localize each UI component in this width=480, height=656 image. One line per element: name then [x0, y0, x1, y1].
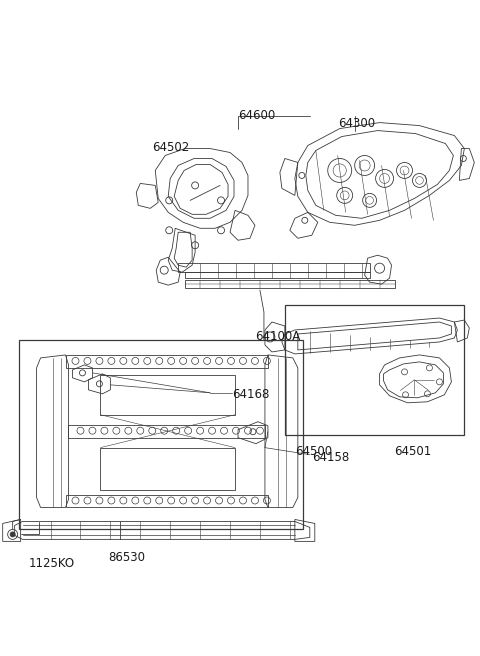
Text: 64600: 64600 [238, 109, 275, 121]
Circle shape [10, 532, 15, 537]
Text: 64168: 64168 [232, 388, 269, 401]
Text: 64100A: 64100A [255, 330, 300, 343]
Text: 64501: 64501 [395, 445, 432, 458]
Text: 86530: 86530 [108, 551, 145, 564]
Text: 64500: 64500 [295, 445, 332, 458]
Text: 64158: 64158 [312, 451, 349, 464]
Text: 1125KO: 1125KO [29, 558, 75, 570]
Text: 64502: 64502 [152, 140, 190, 154]
Text: 64300: 64300 [338, 117, 375, 130]
Bar [285, 305, 464, 435]
Bar [19, 340, 303, 529]
